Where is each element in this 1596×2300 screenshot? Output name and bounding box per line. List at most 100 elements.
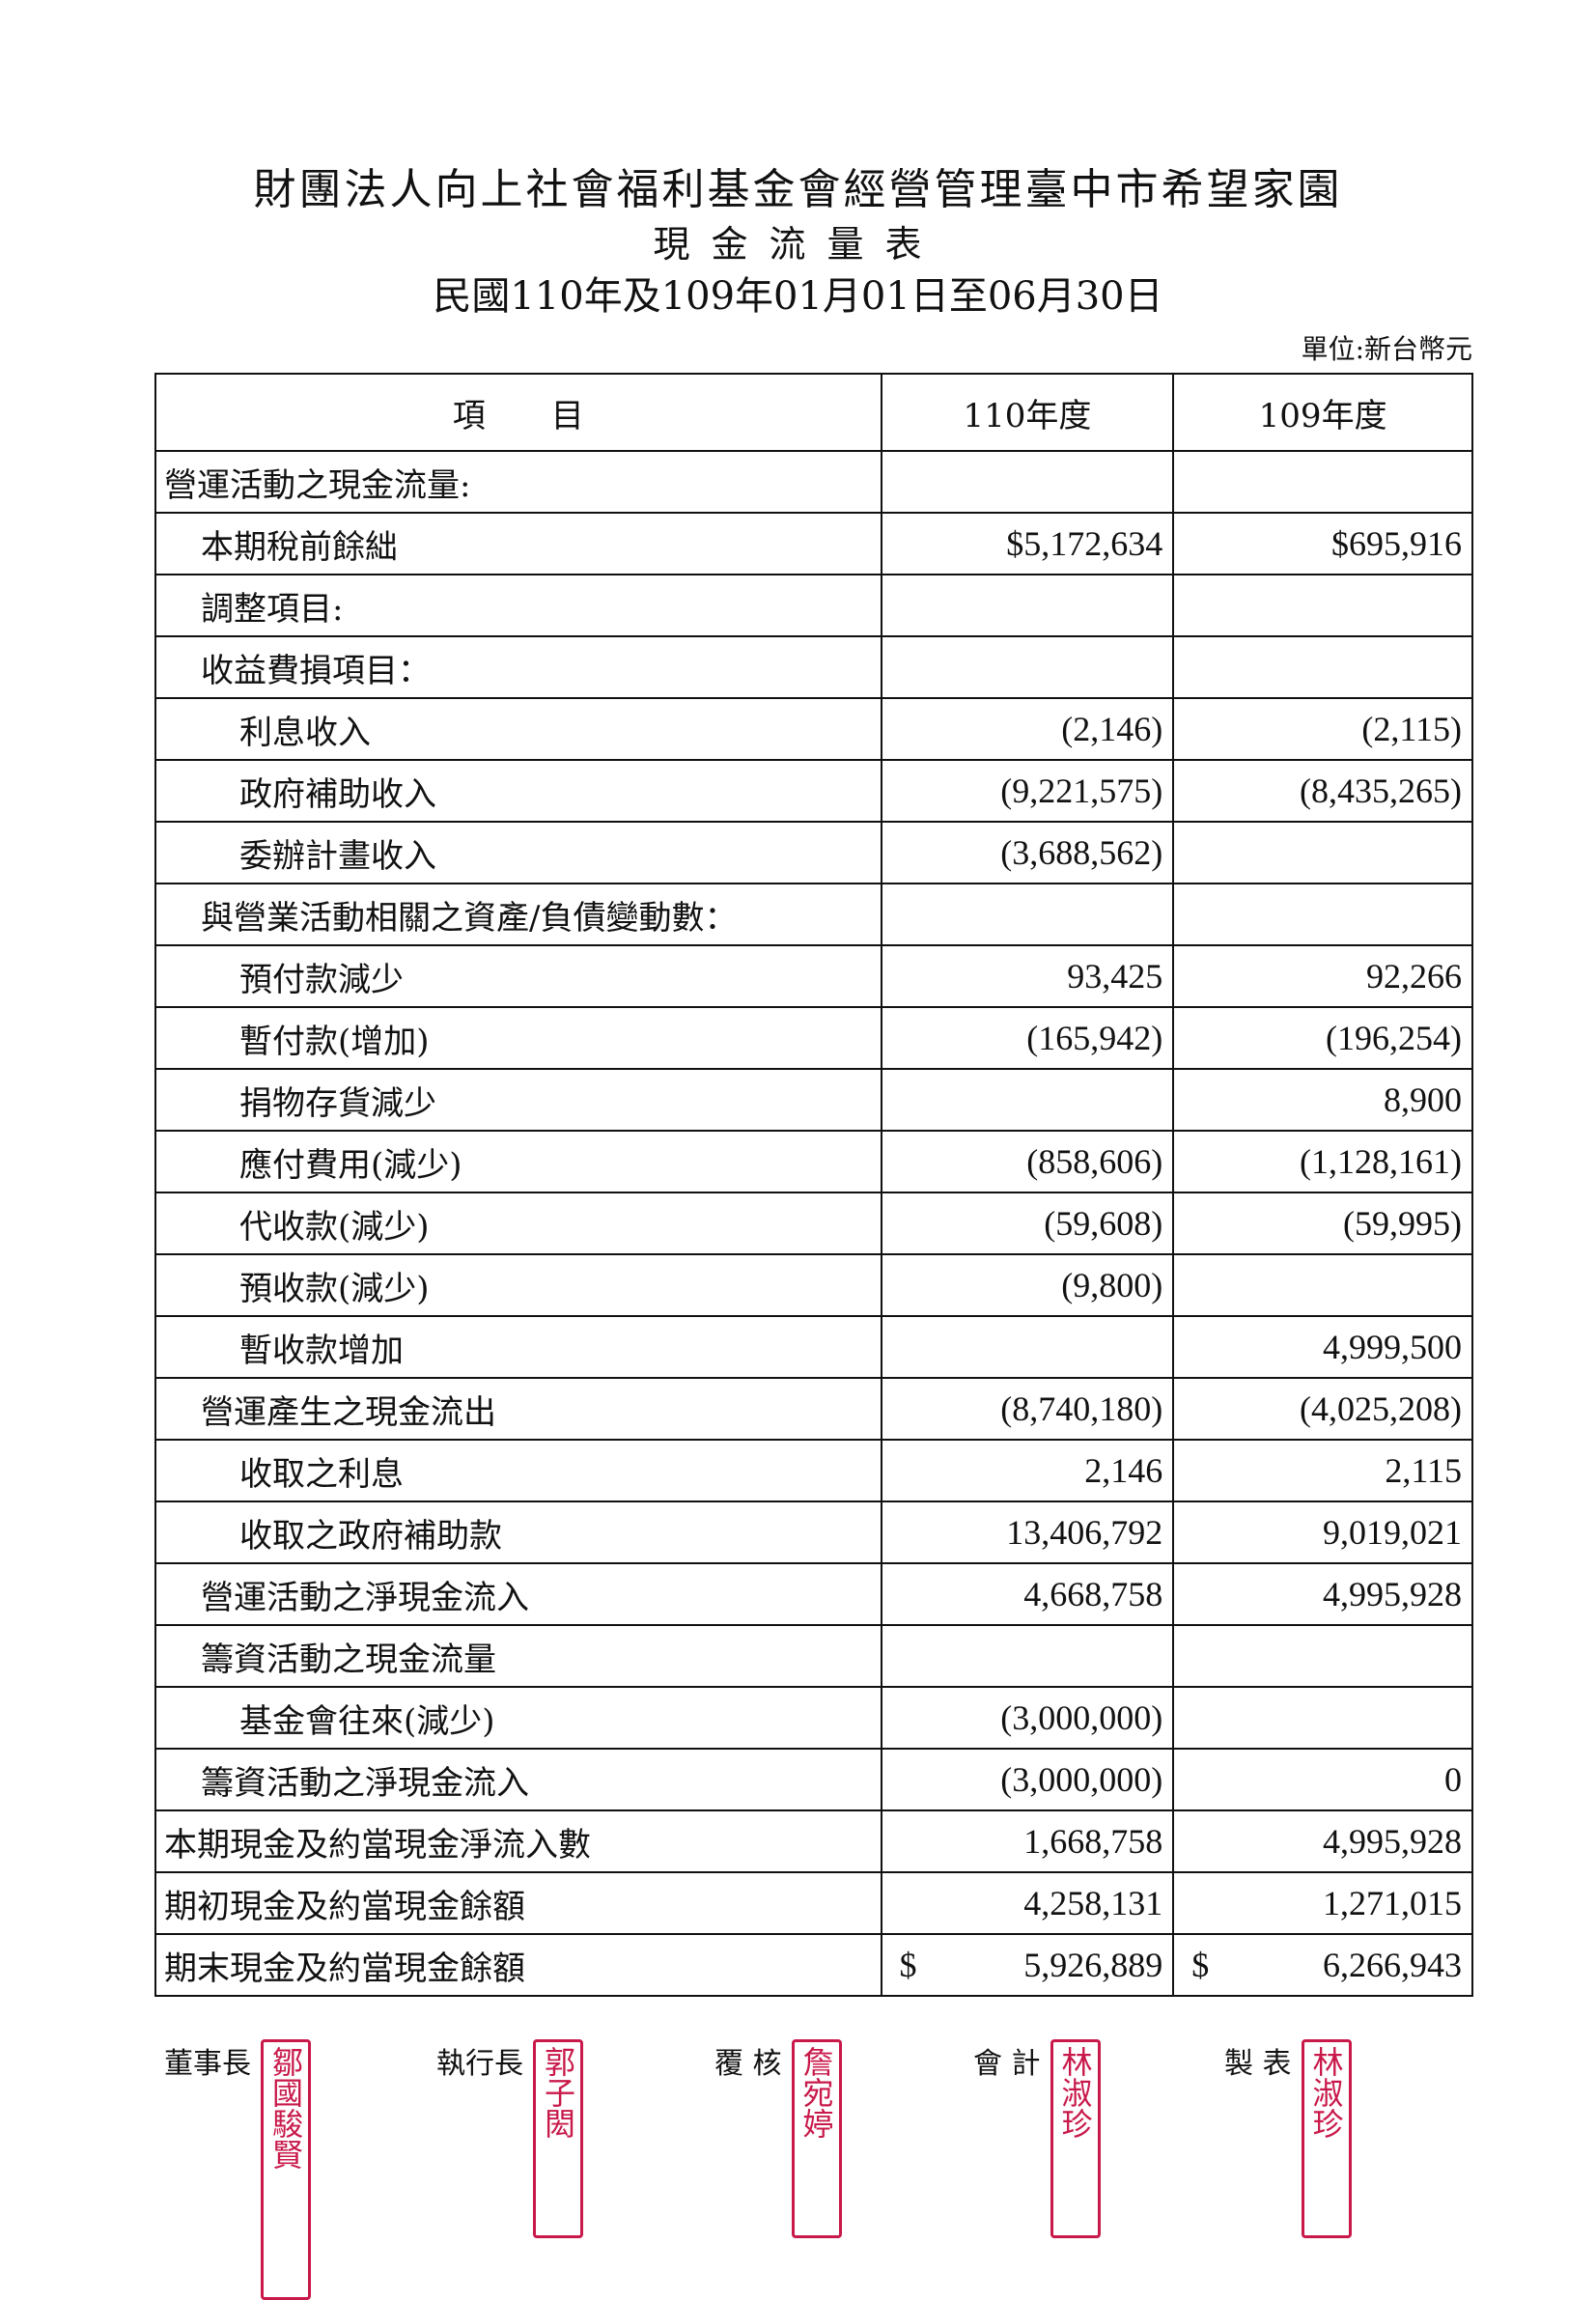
row-label: 營運產生之現金流出 xyxy=(154,1377,882,1441)
amount-109-value: 0 xyxy=(1444,1760,1462,1799)
row-label: 收益費損項目： xyxy=(154,635,882,699)
seal-stamp: 林淑珍 xyxy=(1301,2039,1352,2238)
row-label: 調整項目: xyxy=(154,574,882,637)
table-row: 預收款(減少) (9,800) xyxy=(154,1253,1473,1317)
amount-109-value: 4,995,928 xyxy=(1323,1822,1462,1861)
amount-110-value: (9,800) xyxy=(1061,1266,1163,1304)
table-row: 暫收款增加 4,999,500 xyxy=(154,1315,1473,1379)
amount-110: (858,606) xyxy=(880,1130,1175,1193)
amount-110 xyxy=(880,1624,1175,1688)
table-row: 本期稅前餘絀 $5,172,634 $695,916 xyxy=(154,512,1473,575)
amount-109: 4,995,928 xyxy=(1172,1562,1473,1626)
amount-110: 4,668,758 xyxy=(880,1562,1175,1626)
row-label-value: 捐物存貨減少 xyxy=(239,1083,436,1123)
amount-110: (8,740,180) xyxy=(880,1377,1175,1441)
table-row: 應付費用(減少) (858,606) (1,128,161) xyxy=(154,1130,1473,1193)
amount-109: (59,995) xyxy=(1172,1192,1473,1255)
cash-flow-table: 項 目 110年度 109年度 營運活動之現金流量: 本期稅前餘絀 $5,172,6… xyxy=(154,373,1473,1997)
signature-block: 覆 核詹宛婷 xyxy=(714,2039,915,2238)
row-label-value: 暫收款增加 xyxy=(239,1331,404,1370)
table-row: 營運活動之淨現金流入 4,668,758 4,995,928 xyxy=(154,1562,1473,1626)
row-label: 暫付款(增加) xyxy=(154,1006,882,1070)
row-label: 政府補助收入 xyxy=(154,759,882,823)
table-row: 收取之政府補助款 13,406,792 9,019,021 xyxy=(154,1501,1473,1564)
amount-109-value: 4,995,928 xyxy=(1323,1575,1462,1613)
row-label: 期末現金及約當現金餘額 xyxy=(154,1933,882,1997)
row-label: 期初現金及約當現金餘額 xyxy=(154,1871,882,1935)
currency-symbol: $ xyxy=(899,1946,917,1984)
currency-symbol: $ xyxy=(1191,1946,1210,1984)
table-row: 收取之利息 2,146 2,115 xyxy=(154,1439,1473,1502)
row-label-value: 代收款(減少) xyxy=(239,1207,430,1247)
amount-110: (9,800) xyxy=(880,1253,1175,1317)
amount-110: (3,688,562) xyxy=(880,821,1175,884)
row-label: 收取之利息 xyxy=(154,1439,882,1502)
amount-109 xyxy=(1172,883,1473,946)
amount-109: 9,019,021 xyxy=(1172,1501,1473,1564)
table-row: 期初現金及約當現金餘額 4,258,131 1,271,015 xyxy=(154,1871,1473,1935)
amount-110-value: (8,740,180) xyxy=(1000,1389,1163,1428)
row-label-value: 應付費用(減少) xyxy=(239,1145,462,1185)
amount-109: $6,266,943 xyxy=(1172,1933,1473,1997)
amount-110-value: $5,172,634 xyxy=(1006,524,1163,563)
amount-109: 4,995,928 xyxy=(1172,1809,1473,1873)
amount-109-value: 92,266 xyxy=(1366,957,1462,996)
signature-role: 製 表 xyxy=(1224,2047,1292,2081)
row-label-value: 本期現金及約當現金淨流入數 xyxy=(164,1825,591,1865)
amount-110-value: 4,668,758 xyxy=(1023,1575,1163,1613)
table-row: 代收款(減少) (59,608) (59,995) xyxy=(154,1192,1473,1255)
row-label-value: 營運活動之現金流量: xyxy=(164,465,471,505)
table-row: 預付款減少 93,425 92,266 xyxy=(154,944,1473,1008)
amount-109 xyxy=(1172,450,1473,514)
signature-role: 執行長 xyxy=(436,2047,523,2081)
statement-period: 民國110年及109年01月01日至06月30日 xyxy=(433,274,1163,319)
amount-109: $695,916 xyxy=(1172,512,1473,575)
signature-role: 董事長 xyxy=(164,2047,251,2081)
row-label: 基金會往來(減少) xyxy=(154,1686,882,1750)
amount-110: 4,258,131 xyxy=(880,1871,1175,1935)
amount-110-value: 5,926,889 xyxy=(1023,1946,1163,1984)
amount-109-value: 1,271,015 xyxy=(1323,1884,1462,1922)
amount-109: (196,254) xyxy=(1172,1006,1473,1070)
row-label-value: 籌資活動之現金流量 xyxy=(201,1640,496,1679)
row-label: 代收款(減少) xyxy=(154,1192,882,1255)
amount-109-value: (8,435,265) xyxy=(1300,771,1462,810)
amount-110-value: (3,688,562) xyxy=(1000,833,1163,872)
amount-110-value: (3,000,000) xyxy=(1000,1698,1163,1737)
table-row: 調整項目: xyxy=(154,574,1473,637)
amount-110-value: (3,000,000) xyxy=(1000,1760,1163,1799)
amount-109-value: 9,019,021 xyxy=(1323,1513,1462,1552)
row-label-value: 利息收入 xyxy=(239,713,371,752)
amount-110 xyxy=(880,450,1175,514)
amount-110: $5,926,889 xyxy=(880,1933,1175,1997)
row-label-value: 委辦計畫收入 xyxy=(239,836,436,876)
row-label-value: 預收款(減少) xyxy=(239,1269,430,1308)
table-row: 利息收入 (2,146) (2,115) xyxy=(154,697,1473,761)
amount-109: (1,128,161) xyxy=(1172,1130,1473,1193)
amount-110: (59,608) xyxy=(880,1192,1175,1255)
amount-110-value: (2,146) xyxy=(1061,710,1163,748)
table-row: 籌資活動之現金流量 xyxy=(154,1624,1473,1688)
amount-109 xyxy=(1172,1253,1473,1317)
amount-110: (3,000,000) xyxy=(880,1748,1175,1811)
amount-109-value: 4,999,500 xyxy=(1323,1328,1462,1366)
table-header-row: 項 目 110年度 109年度 xyxy=(154,373,1473,452)
signature-block: 會 計林淑珍 xyxy=(973,2039,1174,2238)
amount-109: 0 xyxy=(1172,1748,1473,1811)
amount-109-value: $695,916 xyxy=(1331,524,1462,563)
table-row: 政府補助收入 (9,221,575) (8,435,265) xyxy=(154,759,1473,823)
row-label: 委辦計畫收入 xyxy=(154,821,882,884)
row-label: 本期現金及約當現金淨流入數 xyxy=(154,1809,882,1873)
amount-110 xyxy=(880,1315,1175,1379)
row-label: 收取之政府補助款 xyxy=(154,1501,882,1564)
amount-109: (4,025,208) xyxy=(1172,1377,1473,1441)
amount-109 xyxy=(1172,574,1473,637)
amount-109-value: (59,995) xyxy=(1343,1204,1462,1243)
table-row: 籌資活動之淨現金流入 (3,000,000) 0 xyxy=(154,1748,1473,1811)
column-header-item: 項 目 xyxy=(154,373,882,452)
row-label-value: 籌資活動之淨現金流入 xyxy=(201,1763,529,1803)
amount-109: (8,435,265) xyxy=(1172,759,1473,823)
row-label-value: 與營業活動相關之資產/負債變動數： xyxy=(201,898,738,938)
row-label: 籌資活動之淨現金流入 xyxy=(154,1748,882,1811)
amount-109-value: (2,115) xyxy=(1361,710,1462,748)
